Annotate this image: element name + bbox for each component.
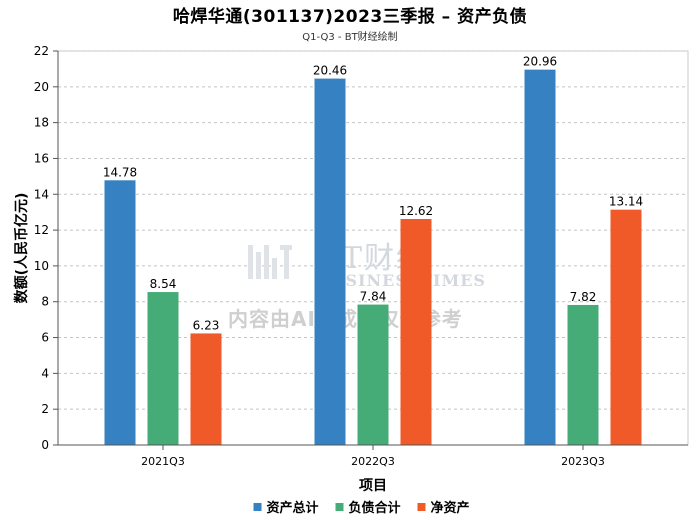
value-label: 20.96: [523, 55, 557, 69]
x-axis-title: 项目: [359, 478, 387, 494]
value-label: 8.54: [150, 277, 177, 291]
y-tick-label: 6: [41, 331, 49, 345]
x-tick-label: 2021Q3: [141, 455, 185, 468]
y-tick-label: 20: [34, 80, 49, 94]
chart-title: 哈焊华通(301137)2023三季报 – 资产负债: [172, 7, 528, 27]
y-tick-label: 22: [34, 44, 49, 58]
x-tick-label: 2022Q3: [351, 455, 395, 468]
chart-subtitle: Q1-Q3 - BT财经绘制: [302, 32, 398, 43]
value-label: 13.14: [609, 195, 643, 209]
value-label: 6.23: [193, 318, 220, 332]
legend-swatch: [253, 503, 262, 511]
bar-2021Q3-3: [190, 333, 222, 445]
legend-swatch: [417, 503, 426, 511]
bar-2022Q3-3: [400, 218, 432, 445]
bar-2021Q3-2: [147, 292, 179, 445]
value-label: 20.46: [313, 64, 347, 78]
legend-label: 负债合计: [349, 500, 401, 516]
bar-2022Q3-1: [314, 78, 346, 445]
y-tick-label: 4: [41, 366, 49, 380]
legend: 资产总计 负债合计 净资产: [253, 500, 470, 516]
legend-swatch: [335, 503, 344, 511]
bars: [104, 69, 642, 445]
y-tick-label: 18: [34, 116, 49, 130]
watermark-logo-subtext: BUSINESSTIMES: [316, 271, 486, 290]
value-label: 14.78: [103, 165, 137, 179]
value-label: 12.62: [399, 204, 433, 218]
y-tick-label: 12: [34, 223, 49, 237]
y-tick-label: 2: [41, 402, 49, 416]
bar-2023Q3-1: [524, 69, 556, 445]
y-tick-label: 16: [34, 151, 49, 165]
value-label: 7.84: [360, 290, 387, 304]
bar-2023Q3-2: [567, 304, 599, 445]
y-axis-title: 数额(人民币亿元): [13, 193, 30, 304]
y-tick-label: 8: [41, 295, 49, 309]
bar-2022Q3-2: [357, 304, 389, 445]
watermark-logo-mark: [248, 245, 292, 279]
bar-2021Q3-1: [104, 180, 136, 445]
axes: 0 2 4 6 8 10 12 14 16 18 20 22 2021Q3 2022Q3 2023Q3: [34, 44, 688, 468]
value-labels: 14.78 8.54 6.23 20.46 7.84 12.62 20.96 7.82 13.1…: [103, 55, 643, 333]
bar-2023Q3-3: [610, 209, 642, 445]
legend-label: 资产总计: [267, 500, 319, 516]
y-tick-label: 14: [34, 187, 49, 201]
x-tick-label: 2023Q3: [561, 455, 605, 468]
value-label: 7.82: [570, 290, 597, 304]
y-tick-label: 10: [34, 259, 49, 273]
legend-label: 净资产: [431, 500, 470, 516]
y-tick-label: 0: [41, 438, 49, 452]
